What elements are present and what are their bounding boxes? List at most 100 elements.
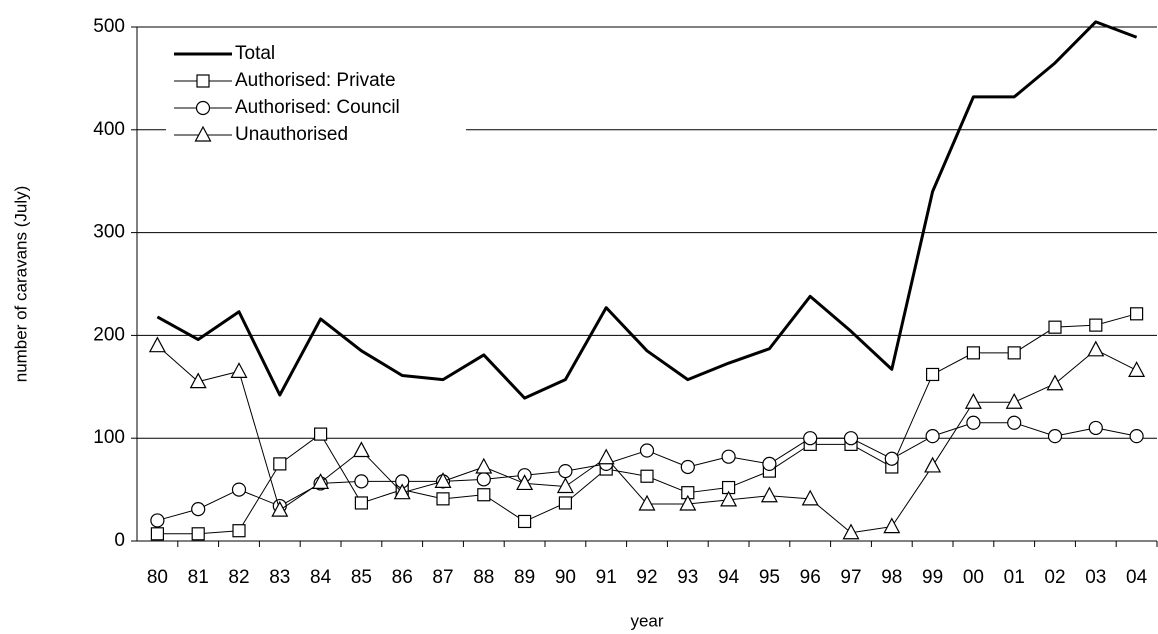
point-marker bbox=[476, 472, 491, 487]
point-marker bbox=[760, 486, 778, 503]
point-marker bbox=[1048, 320, 1062, 334]
point-marker bbox=[1046, 374, 1064, 391]
y-tick-label: 300 bbox=[93, 222, 125, 243]
x-tick-label: 97 bbox=[840, 567, 861, 588]
x-tick-label: 92 bbox=[636, 567, 657, 588]
legend: Total Authorised: Private Authorised: Coun… bbox=[166, 38, 466, 166]
point-marker bbox=[194, 125, 212, 142]
point-marker bbox=[196, 74, 210, 88]
x-tick-label: 87 bbox=[432, 567, 453, 588]
point-marker bbox=[354, 474, 369, 489]
point-marker bbox=[883, 517, 901, 534]
point-marker bbox=[150, 527, 164, 541]
y-tick-label: 100 bbox=[93, 427, 125, 448]
point-marker bbox=[597, 448, 615, 465]
x-tick-label: 86 bbox=[392, 567, 413, 588]
legend-label: Unauthorised bbox=[235, 124, 348, 145]
x-tick-label: 03 bbox=[1085, 567, 1106, 588]
point-marker bbox=[558, 463, 573, 479]
x-tick-label: 90 bbox=[555, 567, 576, 588]
series-line bbox=[156, 20, 1138, 400]
legend-label: Authorised: Council bbox=[235, 97, 400, 118]
point-marker bbox=[352, 441, 370, 458]
x-tick-label: 80 bbox=[147, 567, 168, 588]
x-tick-label: 96 bbox=[800, 567, 821, 588]
point-marker bbox=[1129, 307, 1144, 321]
point-marker bbox=[639, 443, 655, 458]
point-marker bbox=[803, 431, 818, 446]
y-tick-label: 500 bbox=[93, 16, 125, 37]
point-marker bbox=[558, 496, 573, 510]
x-tick-label: 88 bbox=[473, 567, 494, 588]
point-marker bbox=[1007, 415, 1022, 430]
point-marker bbox=[842, 523, 860, 540]
point-marker bbox=[231, 482, 247, 497]
point-marker bbox=[1088, 420, 1103, 436]
point-marker bbox=[273, 457, 287, 471]
x-tick-label: 85 bbox=[351, 567, 372, 588]
point-marker bbox=[884, 451, 899, 466]
point-marker bbox=[436, 492, 450, 506]
point-marker bbox=[966, 415, 981, 430]
legend-label: Authorised: Private bbox=[235, 70, 396, 91]
point-marker bbox=[150, 513, 165, 528]
point-marker bbox=[679, 494, 697, 511]
point-marker bbox=[393, 483, 411, 500]
point-marker bbox=[966, 346, 981, 360]
point-marker bbox=[195, 100, 211, 116]
point-marker bbox=[1047, 429, 1063, 444]
point-marker bbox=[925, 429, 940, 444]
point-marker bbox=[230, 362, 248, 378]
point-marker bbox=[477, 488, 491, 502]
x-tick-label: 81 bbox=[188, 567, 209, 588]
point-marker bbox=[1087, 340, 1105, 357]
point-marker bbox=[1089, 318, 1103, 332]
legend-label: Total bbox=[235, 43, 275, 64]
point-marker bbox=[475, 457, 493, 474]
point-marker bbox=[1129, 429, 1144, 444]
x-tick-label: 95 bbox=[759, 567, 780, 588]
point-marker bbox=[1007, 346, 1021, 360]
point-marker bbox=[1128, 361, 1146, 377]
point-marker bbox=[354, 496, 368, 510]
point-marker bbox=[271, 500, 289, 517]
point-marker bbox=[680, 459, 695, 475]
x-tick-label: 01 bbox=[1004, 567, 1025, 588]
legend-box bbox=[166, 38, 466, 166]
point-marker bbox=[720, 490, 738, 507]
point-marker bbox=[516, 474, 534, 491]
x-tick-label: 83 bbox=[269, 567, 290, 588]
y-axis-title: number of caravans (July) bbox=[11, 186, 30, 383]
x-tick-label: 89 bbox=[514, 567, 535, 588]
y-tick-label: 0 bbox=[114, 530, 125, 551]
point-marker bbox=[434, 472, 452, 488]
x-tick-label: 82 bbox=[228, 567, 249, 588]
point-marker bbox=[925, 367, 940, 382]
point-marker bbox=[314, 427, 328, 441]
point-marker bbox=[148, 336, 166, 353]
x-tick-label: 93 bbox=[677, 567, 698, 588]
x-tick-label: 84 bbox=[310, 567, 332, 588]
x-tick-label: 98 bbox=[881, 567, 902, 588]
point-marker bbox=[964, 392, 982, 409]
y-tick-label: 200 bbox=[93, 324, 125, 345]
point-marker bbox=[232, 524, 246, 538]
point-marker bbox=[189, 372, 207, 389]
point-marker bbox=[640, 469, 654, 483]
point-marker bbox=[762, 456, 777, 471]
x-axis-title: year bbox=[630, 611, 663, 630]
point-marker bbox=[843, 431, 859, 446]
point-marker bbox=[556, 477, 574, 494]
point-marker bbox=[801, 489, 819, 506]
point-marker bbox=[312, 473, 330, 490]
x-tick-label: 04 bbox=[1126, 567, 1148, 588]
x-tick-label: 00 bbox=[963, 567, 984, 588]
x-tick-label: 94 bbox=[718, 567, 740, 588]
x-tick-label: 02 bbox=[1044, 567, 1065, 588]
point-marker bbox=[517, 514, 532, 529]
x-tick-label: 91 bbox=[596, 567, 617, 588]
point-marker bbox=[191, 502, 206, 517]
point-marker bbox=[191, 527, 205, 541]
point-marker bbox=[924, 456, 942, 473]
